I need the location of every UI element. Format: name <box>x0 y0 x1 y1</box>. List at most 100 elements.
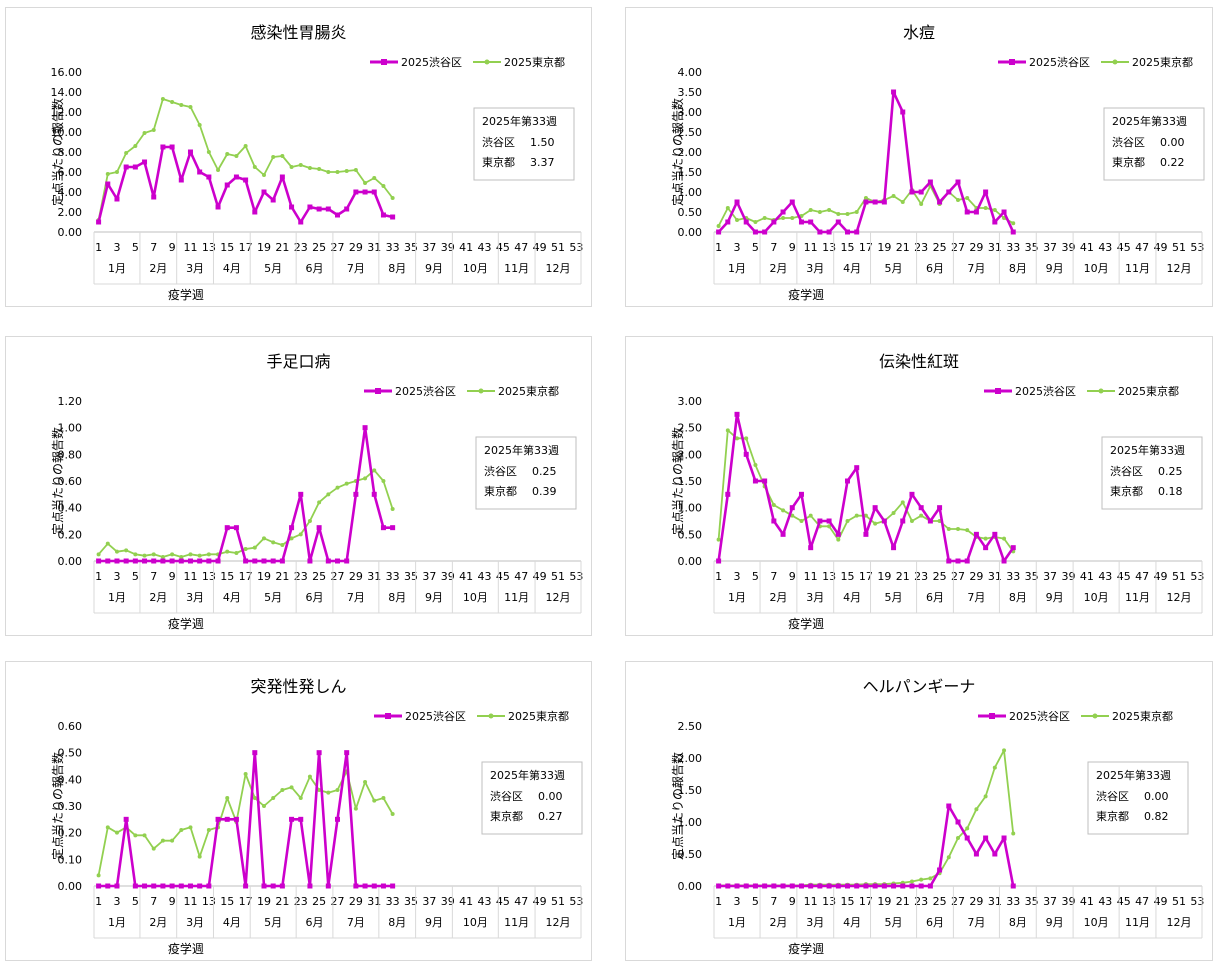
series-line-shibuya <box>717 413 1015 563</box>
month-label: 4月 <box>223 916 241 929</box>
x-tick-label: 11 <box>804 895 818 908</box>
y-tick-label: 4.00 <box>678 66 703 79</box>
legend-marker-tokyo <box>488 713 494 719</box>
x-tick-label: 23 <box>914 895 928 908</box>
data-point-tokyo <box>992 208 997 212</box>
data-point-tokyo <box>243 547 248 551</box>
data-point-shibuya <box>771 883 777 889</box>
month-label: 2月 <box>769 262 787 275</box>
x-tick-label: 47 <box>514 895 528 908</box>
data-point-shibuya <box>808 883 814 889</box>
data-point-tokyo <box>114 549 119 554</box>
data-point-tokyo <box>863 513 868 518</box>
info-row-label: 渋谷区 <box>1110 465 1143 478</box>
legend-label-tokyo: 2025東京都 <box>1132 55 1193 69</box>
x-tick-label: 37 <box>422 570 436 583</box>
data-point-shibuya <box>752 883 758 889</box>
data-point-tokyo <box>317 500 322 505</box>
x-tick-label: 37 <box>422 895 436 908</box>
data-point-tokyo <box>225 549 230 554</box>
data-point-shibuya <box>160 883 166 889</box>
month-label: 9月 <box>1046 591 1064 604</box>
data-point-shibuya <box>946 803 952 809</box>
month-label: 12月 <box>1166 916 1191 929</box>
chart-title: 突発性発しん <box>250 677 346 696</box>
data-point-tokyo <box>96 552 101 557</box>
x-tick-label: 23 <box>294 241 308 254</box>
legend-marker-tokyo <box>1098 388 1104 394</box>
data-point-tokyo <box>151 128 156 132</box>
x-tick-label: 43 <box>1098 895 1112 908</box>
y-tick-label: 3.00 <box>678 106 703 119</box>
data-point-tokyo <box>252 796 257 800</box>
month-label: 5月 <box>264 262 282 275</box>
data-point-shibuya <box>798 883 804 889</box>
data-point-tokyo <box>854 513 859 518</box>
data-point-shibuya <box>215 558 221 564</box>
legend-marker-shibuya <box>375 388 381 394</box>
data-point-shibuya <box>206 174 212 180</box>
data-point-tokyo <box>289 536 294 541</box>
y-tick-label: 0.40 <box>58 773 83 786</box>
info-box-border <box>475 436 577 510</box>
y-tick-label: 1.00 <box>58 422 83 435</box>
data-point-tokyo <box>900 500 905 505</box>
x-tick-label: 21 <box>896 570 910 583</box>
x-tick-label: 29 <box>969 895 983 908</box>
x-axis-label: 疫学週 <box>168 287 204 302</box>
data-point-shibuya <box>289 816 295 822</box>
data-point-shibuya <box>224 816 230 822</box>
x-tick-label: 5 <box>752 241 759 254</box>
data-point-shibuya <box>215 816 221 822</box>
x-tick-label: 19 <box>877 241 891 254</box>
data-point-shibuya <box>96 883 102 889</box>
month-label: 5月 <box>885 591 903 604</box>
month-label: 11月 <box>504 916 529 929</box>
x-tick-label: 19 <box>257 895 271 908</box>
data-point-shibuya <box>344 750 350 756</box>
series-shibuya <box>96 144 396 225</box>
data-point-tokyo <box>363 181 368 185</box>
data-point-shibuya <box>946 558 952 564</box>
data-point-shibuya <box>983 835 989 841</box>
x-tick-label: 5 <box>132 241 139 254</box>
data-point-shibuya <box>233 525 239 531</box>
month-label: 8月 <box>1009 916 1027 929</box>
data-point-shibuya <box>973 851 979 857</box>
data-point-shibuya <box>142 558 148 564</box>
x-tick-label: 39 <box>441 241 455 254</box>
data-point-shibuya <box>114 558 120 564</box>
data-point-shibuya <box>845 883 851 889</box>
data-point-shibuya <box>964 209 970 215</box>
legend-marker-shibuya <box>385 713 391 719</box>
month-label: 11月 <box>1125 262 1150 275</box>
data-point-tokyo <box>919 877 924 882</box>
x-tick-label: 1 <box>715 241 722 254</box>
data-point-tokyo <box>983 206 988 210</box>
data-point-shibuya <box>390 214 396 220</box>
y-tick-label: 2.00 <box>678 146 703 159</box>
month-label: 11月 <box>504 262 529 275</box>
y-tick-label: 0.00 <box>58 880 83 893</box>
data-point-shibuya <box>224 525 230 531</box>
info-row-value: 3.37 <box>530 156 555 169</box>
data-point-tokyo <box>179 103 184 107</box>
data-point-shibuya <box>123 558 129 564</box>
x-tick-label: 49 <box>1154 570 1168 583</box>
data-point-tokyo <box>216 168 221 172</box>
x-tick-label: 29 <box>969 570 983 583</box>
x-tick-label: 41 <box>459 241 473 254</box>
data-point-shibuya <box>789 505 795 511</box>
data-point-shibuya <box>279 883 285 889</box>
data-point-shibuya <box>900 109 906 115</box>
x-tick-label: 21 <box>896 895 910 908</box>
data-point-shibuya <box>992 851 998 857</box>
x-tick-label: 21 <box>275 570 289 583</box>
info-row-label: 東京都 <box>484 484 517 498</box>
data-point-tokyo <box>790 216 795 220</box>
data-point-shibuya <box>854 229 860 235</box>
x-tick-label: 9 <box>789 895 796 908</box>
legend-marker-tokyo <box>1092 713 1098 719</box>
data-point-shibuya <box>780 883 786 889</box>
